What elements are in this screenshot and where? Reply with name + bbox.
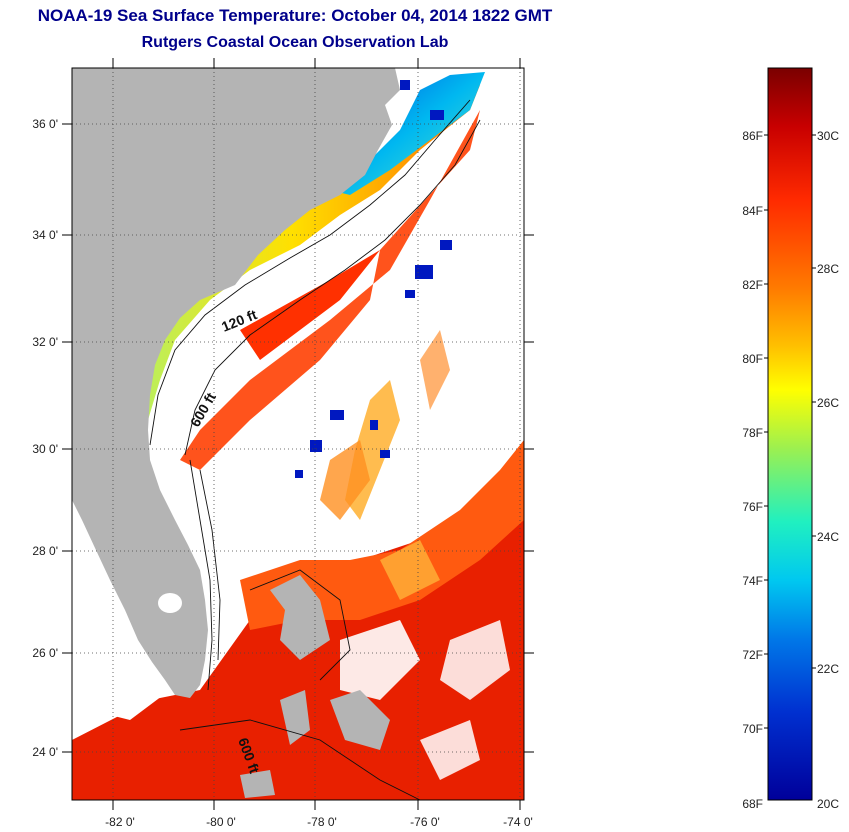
- colorbar-c-label: 28C: [817, 262, 839, 276]
- map-grid: [72, 68, 524, 800]
- map-area: 120 ft 600 ft 600 ft: [72, 68, 524, 800]
- colorbar-c-label: 30C: [817, 129, 839, 143]
- colorbar-f-label: 80F: [742, 352, 763, 366]
- lon-label: -74 0': [503, 815, 533, 829]
- lat-label: 36 0': [32, 117, 58, 131]
- colorbar-f-label: 82F: [742, 278, 763, 292]
- colorbar-f-label: 86F: [742, 129, 763, 143]
- colorbar-f-label: 84F: [742, 204, 763, 218]
- lat-label: 24 0': [32, 745, 58, 759]
- lat-label: 32 0': [32, 335, 58, 349]
- lon-label: -78 0': [307, 815, 337, 829]
- colorbar-f-label: 68F: [742, 797, 763, 811]
- map-ticks: [62, 58, 534, 810]
- colorbar-c-label: 20C: [817, 797, 839, 811]
- colorbar-f-label: 78F: [742, 426, 763, 440]
- lon-label: -76 0': [410, 815, 440, 829]
- lat-label: 30 0': [32, 442, 58, 456]
- land-southeast-us: [72, 68, 400, 698]
- lat-label: 28 0': [32, 544, 58, 558]
- lon-label: -82 0': [105, 815, 135, 829]
- lon-label: -80 0': [206, 815, 236, 829]
- lat-label: 26 0': [32, 646, 58, 660]
- map-subtitle: Rutgers Coastal Ocean Observation Lab: [141, 34, 449, 51]
- shelf-water: [138, 85, 480, 430]
- lat-label: 34 0': [32, 228, 58, 242]
- colorbar-ticks: [764, 134, 816, 729]
- map-frame: [71, 67, 525, 801]
- colorbar-c-label: 26C: [817, 396, 839, 410]
- colorbar-c-label: 22C: [817, 662, 839, 676]
- colorbar-f-label: 72F: [742, 648, 763, 662]
- colorbar-f-label: 76F: [742, 500, 763, 514]
- map-title: NOAA-19 Sea Surface Temperature: October…: [37, 6, 553, 25]
- gulf-stream-warm-water: [180, 110, 480, 470]
- colorbar-f-label: 70F: [742, 722, 763, 736]
- temperature-colorbar: [767, 67, 813, 801]
- bathymetry-contours: [149, 99, 481, 800]
- colorbar-c-label: 24C: [817, 530, 839, 544]
- colorbar-f-label: 74F: [742, 574, 763, 588]
